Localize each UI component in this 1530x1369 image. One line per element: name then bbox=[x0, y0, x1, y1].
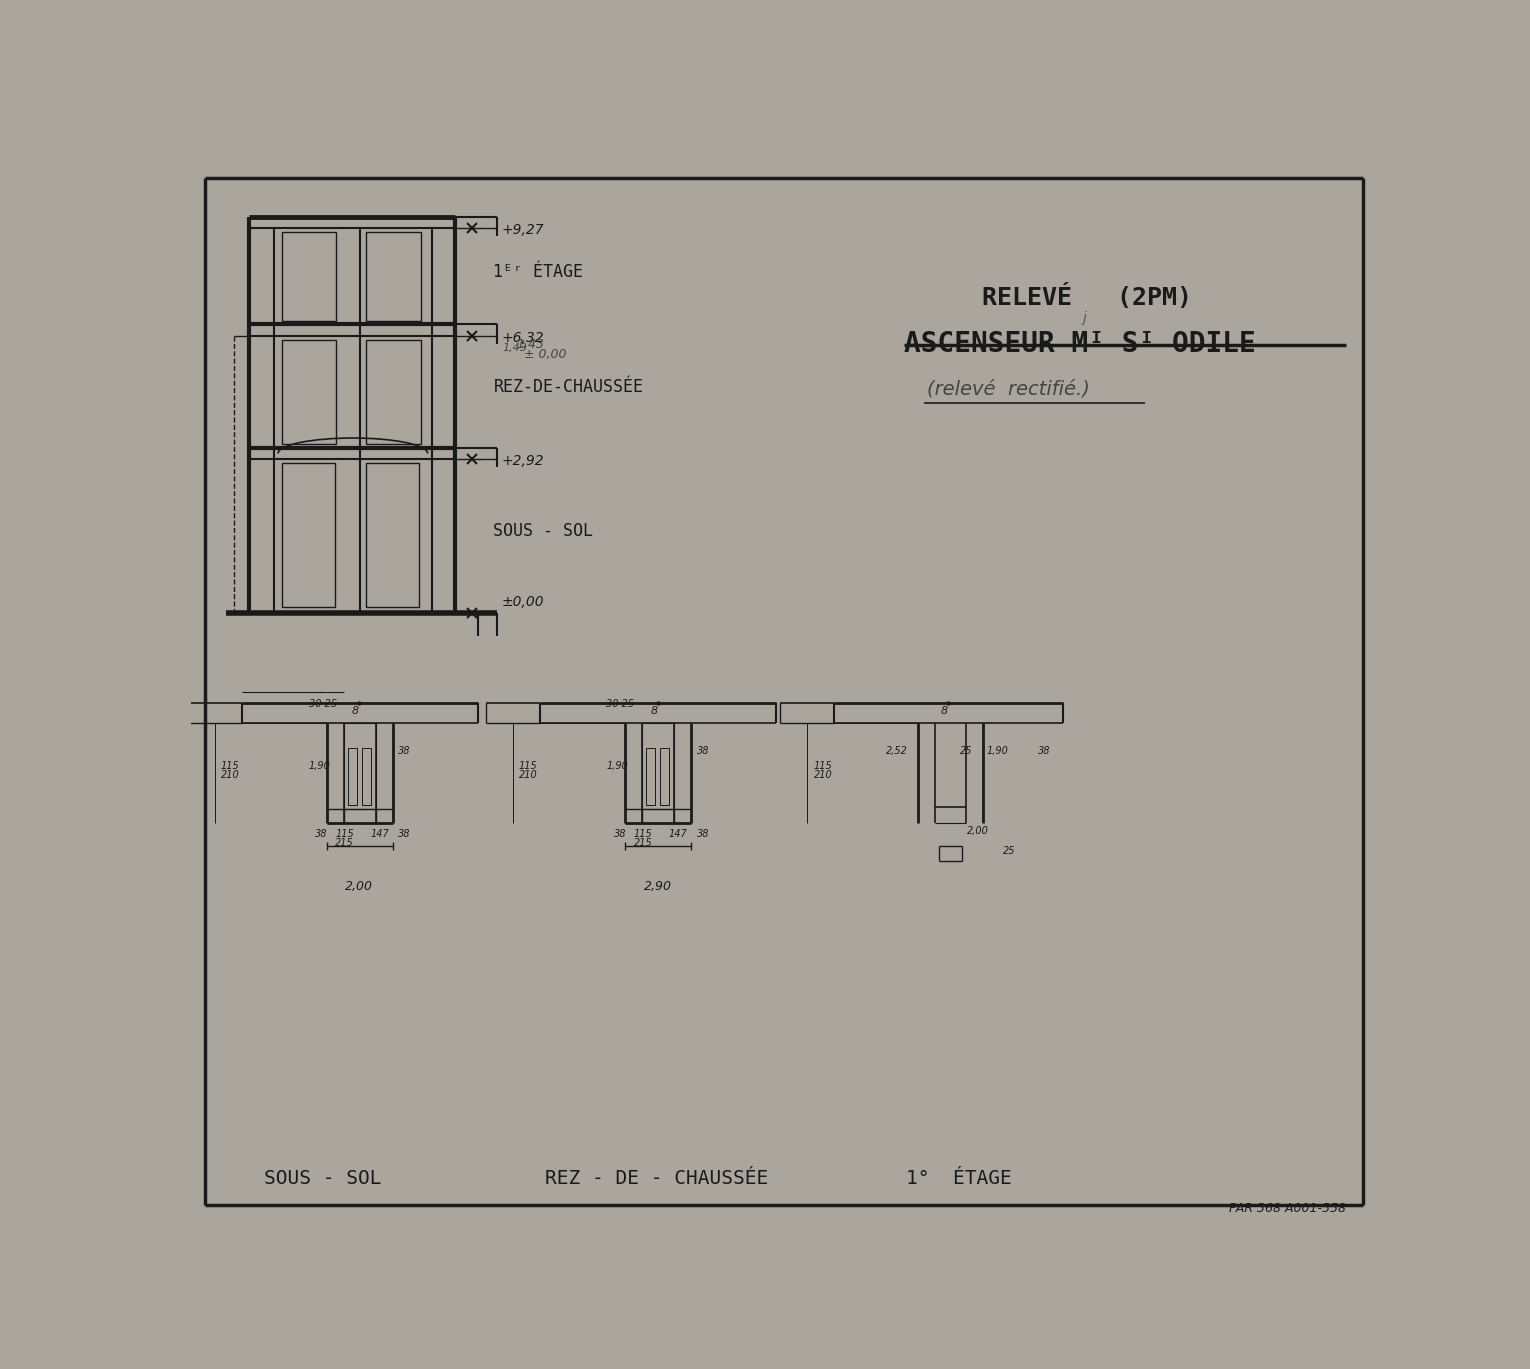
Text: 30 25: 30 25 bbox=[309, 700, 337, 709]
Text: 25: 25 bbox=[959, 746, 973, 756]
Bar bbox=[659, 747, 670, 805]
Text: ±0,00: ±0,00 bbox=[502, 596, 543, 609]
Text: SOUS - SOL: SOUS - SOL bbox=[494, 523, 594, 541]
Text: 38: 38 bbox=[315, 828, 327, 839]
Text: 38: 38 bbox=[696, 828, 708, 839]
Bar bbox=[366, 340, 421, 444]
Text: 210: 210 bbox=[519, 771, 537, 780]
Text: 38: 38 bbox=[398, 746, 410, 756]
Text: REZ-DE-CHAUSSÉE: REZ-DE-CHAUSSÉE bbox=[494, 378, 644, 397]
Text: 215: 215 bbox=[633, 838, 652, 847]
Text: 147: 147 bbox=[370, 828, 389, 839]
Text: 147: 147 bbox=[669, 828, 687, 839]
Text: SOUS - SOL: SOUS - SOL bbox=[265, 1169, 382, 1188]
Text: (relevé  rectifié.): (relevé rectifié.) bbox=[927, 379, 1091, 398]
Text: 2,00: 2,00 bbox=[967, 827, 988, 836]
Text: 38: 38 bbox=[696, 746, 708, 756]
Text: 38: 38 bbox=[1037, 746, 1050, 756]
Bar bbox=[344, 723, 376, 809]
Text: 2,52: 2,52 bbox=[886, 746, 907, 756]
Text: 1,43: 1,43 bbox=[503, 342, 528, 353]
Text: 8: 8 bbox=[650, 705, 658, 716]
Text: 30 25: 30 25 bbox=[606, 700, 633, 709]
Text: 1,43: 1,43 bbox=[517, 338, 545, 352]
Text: 115: 115 bbox=[335, 828, 353, 839]
Bar bbox=[282, 340, 337, 444]
Text: 2,00: 2,00 bbox=[346, 880, 373, 894]
Bar bbox=[282, 463, 335, 606]
Text: 115: 115 bbox=[633, 828, 652, 839]
Text: 1°  ÉTAGE: 1° ÉTAGE bbox=[906, 1169, 1011, 1188]
Text: 1,90: 1,90 bbox=[308, 761, 330, 771]
Text: j: j bbox=[1083, 311, 1086, 324]
Text: +9,27: +9,27 bbox=[502, 223, 543, 237]
Bar bbox=[646, 747, 655, 805]
Text: 25: 25 bbox=[1002, 846, 1014, 856]
Text: ± 0,00: ± 0,00 bbox=[525, 348, 568, 360]
Text: 215: 215 bbox=[335, 838, 353, 847]
Text: 2,90: 2,90 bbox=[644, 880, 672, 894]
Text: +6,32: +6,32 bbox=[502, 330, 543, 345]
Text: RELEVÉ   (2PM): RELEVÉ (2PM) bbox=[982, 283, 1192, 309]
Text: PAR 368 A001-558: PAR 368 A001-558 bbox=[1229, 1202, 1346, 1216]
Bar bbox=[366, 231, 421, 320]
Text: 115: 115 bbox=[519, 761, 537, 771]
Text: 1,90: 1,90 bbox=[606, 761, 629, 771]
Text: 210: 210 bbox=[220, 771, 239, 780]
Text: 8: 8 bbox=[941, 705, 949, 716]
Bar bbox=[366, 463, 419, 606]
Bar bbox=[643, 723, 675, 809]
Text: REZ - DE - CHAUSSÉE: REZ - DE - CHAUSSÉE bbox=[545, 1169, 768, 1188]
Text: 210: 210 bbox=[814, 771, 832, 780]
Text: +2,92: +2,92 bbox=[502, 453, 543, 468]
Text: 38: 38 bbox=[614, 828, 626, 839]
Bar bbox=[282, 231, 337, 320]
Text: ASCENSEUR Mᴵ Sᴵ ODILE: ASCENSEUR Mᴵ Sᴵ ODILE bbox=[904, 330, 1256, 357]
Text: 115: 115 bbox=[814, 761, 832, 771]
Text: 115: 115 bbox=[220, 761, 239, 771]
Bar bbox=[361, 747, 372, 805]
Text: 1,90: 1,90 bbox=[987, 746, 1008, 756]
Text: 38: 38 bbox=[398, 828, 410, 839]
Bar bbox=[347, 747, 356, 805]
Text: 1ᴱʳ ÉTAGE: 1ᴱʳ ÉTAGE bbox=[494, 263, 583, 281]
Text: 8: 8 bbox=[352, 705, 360, 716]
